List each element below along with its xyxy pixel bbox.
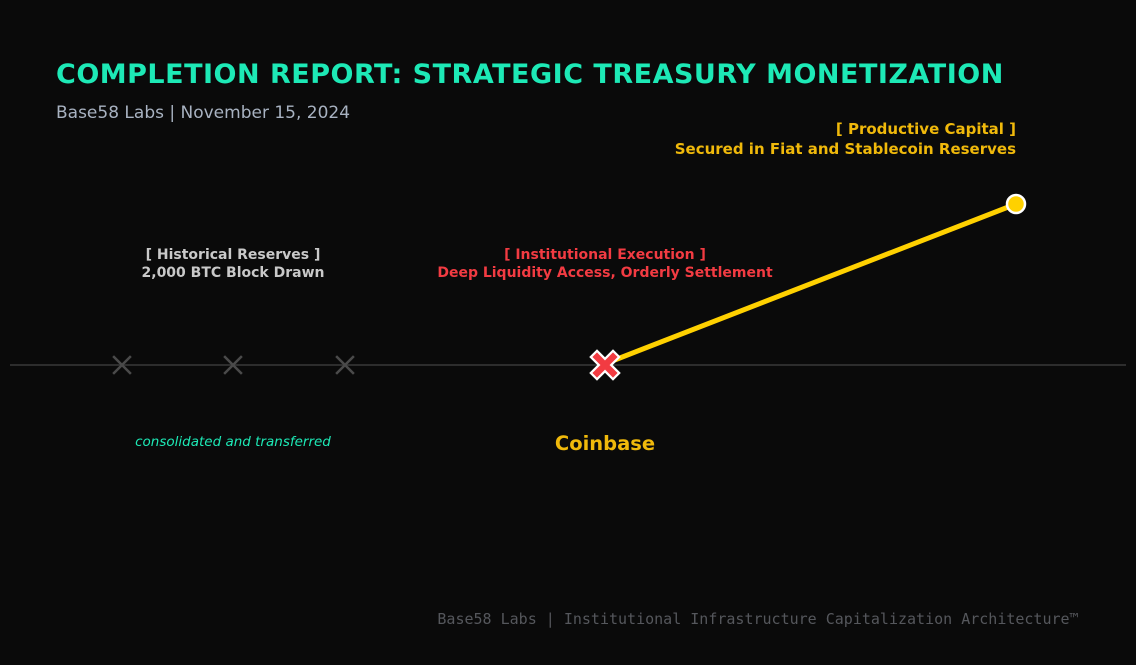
annotation-productive-capital-detail: Secured in Fiat and Stablecoin Reserves (674, 140, 1016, 158)
capital-trajectory-line (604, 201, 1019, 366)
annotation-productive-capital-heading: [ Productive Capital ] (835, 120, 1016, 138)
annotation-historical-reserves-heading: [ Historical Reserves ] (145, 247, 321, 263)
annotation-historical-reserves-detail: 2,000 BTC Block Drawn (141, 264, 325, 281)
annotation-institutional-execution: [ Institutional Execution ] Deep Liquidi… (437, 247, 772, 282)
productive-capital-endpoint (1005, 193, 1027, 215)
annotation-historical-reserves: [ Historical Reserves ] 2,000 BTC Block … (142, 247, 325, 282)
page-subtitle: Base58 Labs | November 15, 2024 (56, 103, 351, 123)
annotation-institutional-execution-heading: [ Institutional Execution ] (504, 247, 706, 263)
historical-reserve-marker (112, 355, 132, 375)
historical-reserve-marker (335, 355, 355, 375)
execution-marker-x (592, 352, 618, 378)
consolidation-note: consolidated and transferred (135, 434, 331, 450)
annotation-institutional-execution-detail: Deep Liquidity Access, Orderly Settlemen… (437, 264, 773, 281)
venue-label: Coinbase (554, 432, 656, 455)
footer-tagline: Base58 Labs | Institutional Infrastructu… (437, 610, 1079, 628)
annotation-productive-capital: [ Productive Capital ] Secured in Fiat a… (675, 119, 1016, 159)
page-title: COMPLETION REPORT: STRATEGIC TREASURY MO… (56, 59, 1004, 90)
historical-reserve-marker (223, 355, 243, 375)
